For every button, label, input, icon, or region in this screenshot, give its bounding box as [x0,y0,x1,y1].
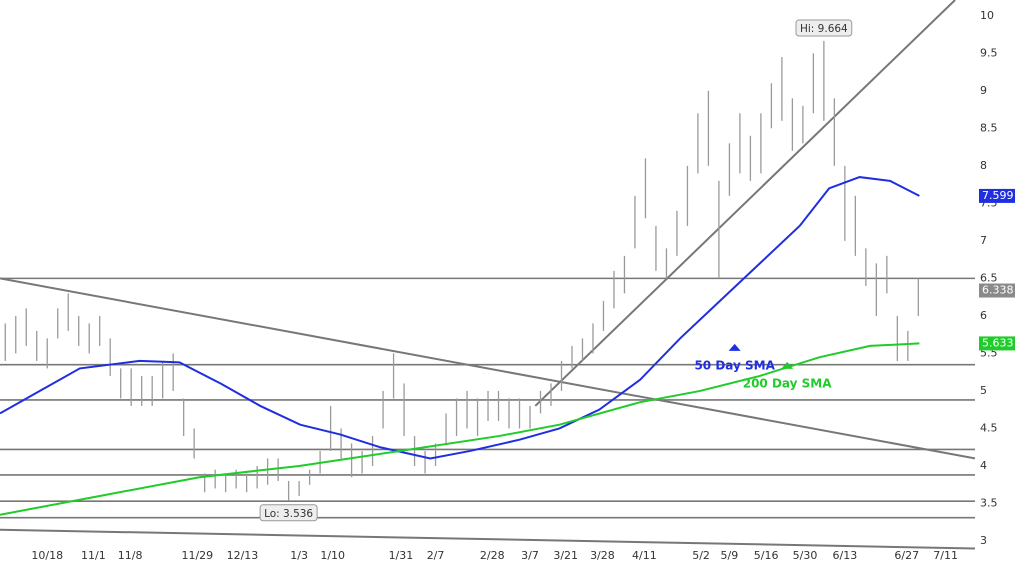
sma-marker [781,361,794,369]
x-tick-label: 4/11 [632,549,657,562]
value-tag [979,188,1015,203]
trendline [0,277,975,460]
value-tag [979,336,1015,351]
sma-label: 50 Day SMA [694,358,775,372]
price-tag-label: 6.338 [982,284,1014,297]
plot-area [0,0,975,550]
x-tick-label: 3/21 [553,549,578,562]
y-tick-label: 3 [980,534,987,547]
trendline [534,0,956,407]
y-tick-label: 10 [980,9,994,22]
y-tick-label: 4.5 [980,421,998,434]
x-tick-label: 1/31 [389,549,414,562]
sma-label: 200 Day SMA [743,376,833,390]
y-tick-label: 9 [980,84,987,97]
y-tick-label: 8.5 [980,121,998,134]
y-tick-label: 9.5 [980,46,998,59]
x-tick-label: 5/16 [754,549,779,562]
price-tag [979,283,1015,298]
annotation-label: Lo: 3.536 [264,508,313,520]
trendline [0,528,975,550]
sma-line [0,176,920,460]
x-tick-label: 2/7 [427,549,445,562]
y-tick-label: 3.5 [980,496,998,509]
value-tag-label: 7.599 [982,189,1014,202]
y-tick-label: 5 [980,384,987,397]
x-tick-label: 5/9 [721,549,739,562]
sma-marker [728,343,741,351]
x-tick-label: 2/28 [480,549,505,562]
sma-line [0,342,920,516]
y-tick-label: 7 [980,234,987,247]
x-tick-label: 10/18 [31,549,63,562]
x-tick-label: 6/13 [833,549,858,562]
x-tick-label: 11/29 [181,549,213,562]
y-tick-label: 4 [980,459,987,472]
annotation-label: Hi: 9.664 [800,23,848,35]
x-tick-label: 1/10 [320,549,345,562]
x-tick-label: 3/28 [590,549,615,562]
value-tag-label: 5.633 [982,336,1014,349]
annotation-box [795,19,853,37]
annotation-box [259,504,318,522]
x-tick-label: 11/1 [81,549,106,562]
x-tick-label: 3/7 [521,549,539,562]
x-tick-label: 5/30 [793,549,818,562]
y-tick-label: 6 [980,309,987,322]
x-tick-label: 12/13 [227,549,259,562]
x-tick-label: 11/8 [118,549,143,562]
x-tick-label: 7/11 [933,549,958,562]
x-tick-label: 6/27 [894,549,919,562]
x-tick-label: 5/2 [692,549,710,562]
y-tick-label: 6.5 [980,271,998,284]
x-tick-label: 1/3 [290,549,308,562]
y-tick-label: 8 [980,159,987,172]
